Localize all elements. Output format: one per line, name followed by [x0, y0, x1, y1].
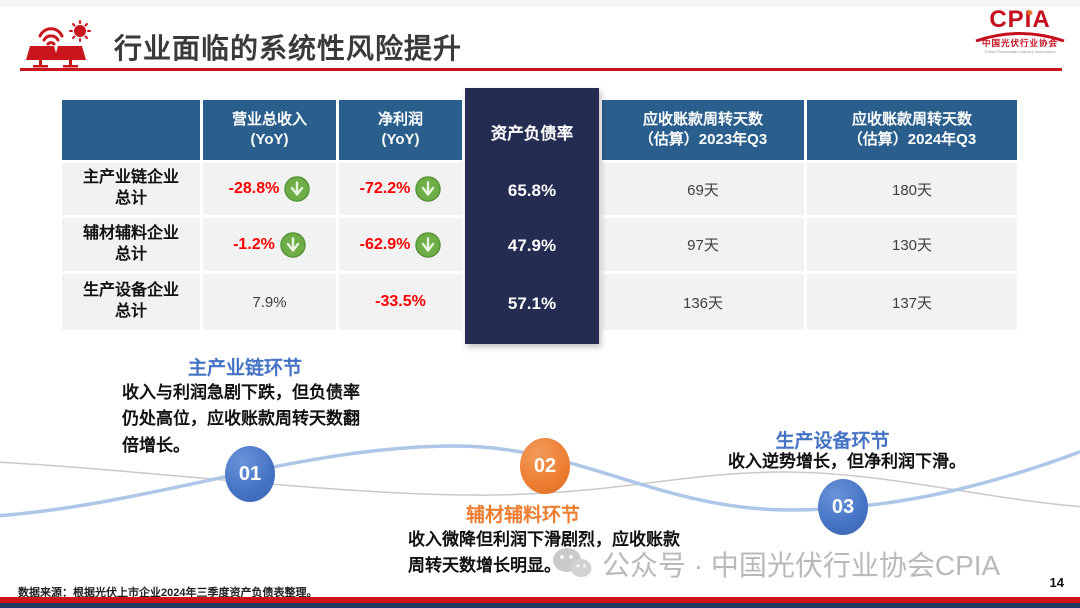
row-label-equipment: 生产设备企业 总计: [62, 274, 200, 330]
cell-main-chain-revenue: -28.8%: [203, 163, 336, 215]
green-down-arrow-icon: [284, 176, 311, 202]
table-header-profit: 净利润 (YoY): [339, 100, 462, 160]
cell-main-chain-debt-ratio: 65.8%: [507, 180, 557, 200]
value-text: -33.5%: [375, 293, 426, 310]
title-underline: [20, 68, 1062, 71]
green-down-arrow-icon: [280, 231, 306, 258]
table-header-empty: [62, 100, 200, 160]
step-number: 01: [238, 462, 262, 485]
sunburst-icon: ✹: [1026, 8, 1035, 18]
step-number: 03: [831, 495, 855, 518]
cell-auxiliary-profit: -62.9%: [339, 218, 462, 271]
cell-auxiliary-days-2024: 130天: [807, 218, 1017, 271]
section-desc-auxiliary: 收入微降但利润下滑剧烈，应收账款周转天数增长明显。: [408, 530, 680, 576]
row-label-main-chain: 主产业链企业 总计: [62, 163, 200, 215]
solar-panel-icon: [26, 20, 91, 68]
wechat-icon: [553, 548, 592, 577]
footer-red-bar: [0, 597, 1080, 603]
page-number: 14: [1049, 575, 1064, 590]
value-text: -62.9%: [359, 235, 411, 253]
cpia-logo-en-name: China Photovoltaic Industry Association: [984, 49, 1056, 54]
cell-equipment-days-2023: 136天: [602, 274, 804, 330]
value-text: -1.2%: [233, 235, 275, 253]
cell-auxiliary-debt-ratio: 47.9%: [507, 236, 557, 255]
value-text: -72.2%: [359, 180, 411, 197]
debt-ratio-highlight-column: 资产负债率 65.8% 47.9% 57.1%: [465, 88, 599, 344]
step-number: 02: [533, 454, 557, 477]
table-header-ardays-2024: 应收账款周转天数 （估算）2024年Q3: [807, 100, 1017, 160]
step-circle-02: 02: [520, 438, 570, 494]
cell-main-chain-days-2023: 69天: [602, 163, 804, 215]
footer-navy-bar: [0, 603, 1080, 608]
watermark-text: 公众号 · 中国光伏行业协会CPIA: [602, 550, 1001, 581]
green-down-arrow-icon: [415, 176, 442, 202]
section-title-main-chain: 主产业链环节: [187, 358, 302, 379]
green-down-arrow-icon: [415, 231, 442, 258]
step-circle-03: 03: [818, 479, 868, 535]
value-text: -28.8%: [228, 180, 280, 197]
cell-main-chain-profit: -72.2%: [339, 163, 462, 215]
data-source-note: 数据来源：根据光伏上市企业2024年三季度资产负债表整理。: [18, 587, 318, 599]
cpia-logo-cn-name: 中国光伏行业协会: [981, 38, 1058, 48]
cell-equipment-profit: -33.5%: [339, 274, 462, 330]
section-title-auxiliary: 辅材辅料环节: [465, 505, 580, 526]
cell-equipment-revenue: 7.9%: [203, 274, 336, 330]
cpia-logo: CPIA ✹ 中国光伏行业协会 China Photovoltaic Indus…: [968, 8, 1072, 66]
financial-table: 营业总收入 (YoY) 净利润 (YoY) 应收账款周转天数 （估算）2023年…: [62, 88, 1020, 344]
cell-equipment-days-2024: 137天: [807, 274, 1017, 330]
row-label-auxiliary: 辅材辅料企业 总计: [62, 218, 200, 271]
top-edge-strip: [0, 0, 1080, 6]
table-header-debt-ratio: 资产负债率: [490, 124, 574, 143]
table-header-revenue: 营业总收入 (YoY): [203, 100, 336, 160]
section-desc-equipment: 收入逆势增长，但净利润下滑。: [728, 452, 966, 471]
page-title: 行业面临的系统性风险提升: [114, 33, 463, 64]
cell-auxiliary-days-2023: 97天: [602, 218, 804, 271]
section-desc-main-chain: 收入与利润急剧下跌，但负债率仍处高位，应收账款周转天数翻倍增长。: [122, 383, 360, 455]
value-text: 7.9%: [252, 293, 287, 311]
cpia-logo-acronym: CPIA ✹: [968, 8, 1072, 32]
cell-equipment-debt-ratio: 57.1%: [507, 293, 557, 313]
watermark: 公众号 · 中国光伏行业协会CPIA: [552, 544, 1000, 584]
cpia-logo-arc: [975, 32, 1065, 42]
cell-auxiliary-revenue: -1.2%: [203, 218, 336, 271]
cell-main-chain-days-2024: 180天: [807, 163, 1017, 215]
table-header-ardays-2023: 应收账款周转天数 （估算）2023年Q3: [602, 100, 804, 160]
